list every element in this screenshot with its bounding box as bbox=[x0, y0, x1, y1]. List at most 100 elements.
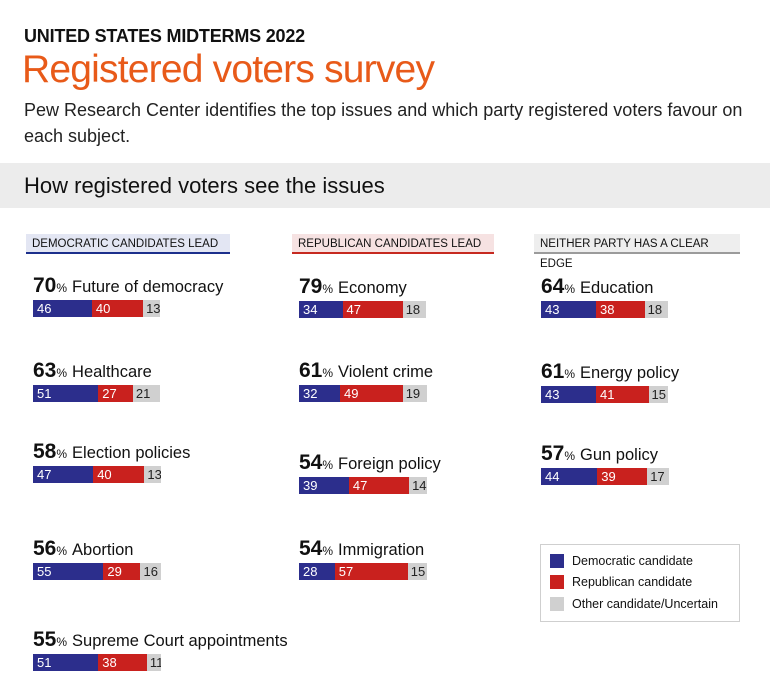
rep-segment: 41 bbox=[596, 386, 649, 403]
column-header-republican: REPUBLICAN CANDIDATES LEAD bbox=[292, 234, 494, 254]
legend-swatch-other bbox=[550, 597, 564, 611]
other-segment: 14 bbox=[409, 477, 427, 494]
issue-label: 61% Violent crime bbox=[299, 360, 433, 384]
issue-name: Education bbox=[580, 279, 654, 297]
importance-value: 56 bbox=[33, 537, 57, 560]
importance-value: 54 bbox=[299, 537, 323, 560]
issue-name: Supreme Court appointments bbox=[72, 632, 288, 650]
other-segment: 21 bbox=[132, 385, 160, 402]
rep-segment: 40 bbox=[91, 300, 144, 317]
stacked-bar: 32 49 19 bbox=[299, 385, 433, 402]
stacked-bar: 39 47 14 bbox=[299, 477, 441, 494]
importance-value: 54 bbox=[299, 451, 323, 474]
dem-segment: 32 bbox=[299, 385, 340, 402]
stacked-bar: 44 39 17 bbox=[541, 468, 669, 485]
dem-segment: 55 bbox=[33, 563, 104, 580]
other-segment: 18 bbox=[644, 301, 668, 318]
dem-segment: 51 bbox=[33, 385, 99, 402]
issue-name: Future of democracy bbox=[72, 278, 224, 296]
issue-label: 58% Election policies bbox=[33, 441, 190, 465]
legend-item-other: Other candidate/Uncertain bbox=[550, 597, 718, 611]
rep-segment: 47 bbox=[342, 301, 403, 318]
column-header-neither: NEITHER PARTY HAS A CLEAR EDGE bbox=[534, 234, 740, 270]
legend-label: Republican candidate bbox=[572, 575, 693, 589]
importance-value: 61 bbox=[541, 360, 565, 383]
legend-item-democratic: Democratic candidate bbox=[550, 554, 693, 568]
dem-segment: 34 bbox=[299, 301, 343, 318]
percent-sign: % bbox=[56, 447, 68, 461]
importance-value: 79 bbox=[299, 275, 323, 298]
issue-label: 61% Energy policy bbox=[541, 361, 679, 385]
issue-name: Immigration bbox=[338, 541, 425, 559]
issue-economy: 79% Economy 34 47 18 bbox=[299, 276, 426, 318]
issue-label: 63% Healthcare bbox=[33, 360, 160, 384]
issue-energy-policy: 61% Energy policy 43 41 15 bbox=[541, 361, 679, 403]
other-segment: 16 bbox=[140, 563, 161, 580]
legend-swatch-democratic bbox=[550, 554, 564, 568]
other-segment: 11 bbox=[146, 654, 161, 671]
stacked-bar: 43 38 18 bbox=[541, 301, 668, 318]
issue-abortion: 56% Abortion 55 29 16 bbox=[33, 538, 161, 580]
percent-sign: % bbox=[56, 281, 68, 295]
issue-name: Election policies bbox=[72, 444, 191, 462]
issue-education: 64% Education 43 38 18 bbox=[541, 276, 668, 318]
other-segment: 13 bbox=[144, 466, 161, 483]
importance-value: 57 bbox=[541, 442, 565, 465]
percent-sign: % bbox=[564, 449, 576, 463]
issue-name: Foreign policy bbox=[338, 455, 441, 473]
issue-immigration: 54% Immigration 28 57 15 bbox=[299, 538, 427, 580]
issue-gun-policy: 57% Gun policy 44 39 17 bbox=[541, 443, 669, 485]
rep-segment: 49 bbox=[340, 385, 403, 402]
other-segment: 15 bbox=[648, 386, 668, 403]
issue-election-policies: 58% Election policies 47 40 13 bbox=[33, 441, 190, 483]
rep-segment: 39 bbox=[597, 468, 648, 485]
legend-item-republican: Republican candidate bbox=[550, 575, 692, 589]
issue-label: 64% Education bbox=[541, 276, 668, 300]
dem-segment: 43 bbox=[541, 386, 596, 403]
column-header-democratic: DEMOCRATIC CANDIDATES LEAD bbox=[26, 234, 230, 254]
issue-violent-crime: 61% Violent crime 32 49 19 bbox=[299, 360, 433, 402]
stacked-bar: 46 40 13 bbox=[33, 300, 223, 317]
page-title: Registered voters survey bbox=[22, 48, 435, 91]
importance-value: 55 bbox=[33, 628, 57, 651]
stacked-bar: 43 41 15 bbox=[541, 386, 679, 403]
issue-foreign-policy: 54% Foreign policy 39 47 14 bbox=[299, 452, 441, 494]
other-segment: 19 bbox=[402, 385, 427, 402]
stacked-bar: 47 40 13 bbox=[33, 466, 190, 483]
dem-segment: 46 bbox=[33, 300, 92, 317]
stacked-bar: 34 47 18 bbox=[299, 301, 426, 318]
rep-segment: 40 bbox=[93, 466, 145, 483]
legend-swatch-republican bbox=[550, 575, 564, 589]
legend-label: Democratic candidate bbox=[572, 554, 693, 568]
importance-value: 58 bbox=[33, 440, 57, 463]
dem-segment: 51 bbox=[33, 654, 99, 671]
rep-segment: 29 bbox=[103, 563, 141, 580]
rep-segment: 57 bbox=[334, 563, 408, 580]
issue-label: 79% Economy bbox=[299, 276, 426, 300]
importance-value: 64 bbox=[541, 275, 565, 298]
issue-supreme-court-appointments: 55% Supreme Court appointments 51 38 11 bbox=[33, 629, 288, 671]
other-segment: 13 bbox=[143, 300, 160, 317]
rep-segment: 38 bbox=[98, 654, 147, 671]
issue-name: Violent crime bbox=[338, 363, 434, 381]
percent-sign: % bbox=[322, 282, 334, 296]
dem-segment: 39 bbox=[299, 477, 349, 494]
stacked-bar: 55 29 16 bbox=[33, 563, 161, 580]
issue-name: Gun policy bbox=[580, 446, 658, 464]
issue-label: 54% Immigration bbox=[299, 538, 427, 562]
issue-future-of-democracy: 70% Future of democracy 46 40 13 bbox=[33, 275, 223, 317]
rep-segment: 38 bbox=[596, 301, 645, 318]
percent-sign: % bbox=[322, 458, 334, 472]
description: Pew Research Center identifies the top i… bbox=[24, 100, 743, 146]
dem-segment: 44 bbox=[541, 468, 598, 485]
section-band: How registered voters see the issues bbox=[0, 163, 770, 208]
issue-label: 70% Future of democracy bbox=[33, 275, 223, 299]
issue-label: 55% Supreme Court appointments bbox=[33, 629, 288, 653]
other-segment: 18 bbox=[402, 301, 426, 318]
legend-label: Other candidate/Uncertain bbox=[572, 597, 718, 611]
issue-label: 56% Abortion bbox=[33, 538, 161, 562]
percent-sign: % bbox=[56, 635, 68, 649]
stacked-bar: 51 27 21 bbox=[33, 385, 160, 402]
issue-name: Economy bbox=[338, 279, 407, 297]
percent-sign: % bbox=[56, 366, 68, 380]
